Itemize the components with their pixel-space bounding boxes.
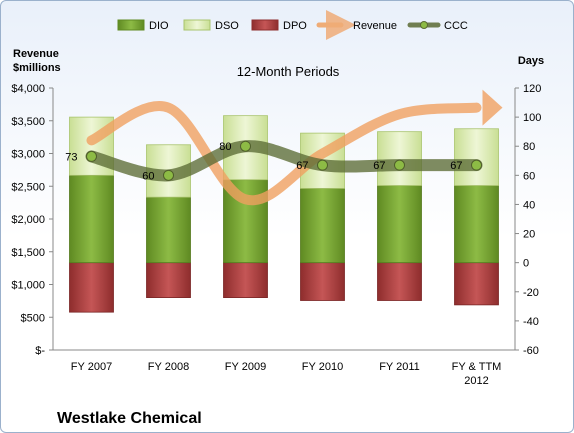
legend-swatch-dio xyxy=(117,19,145,31)
ccc-point xyxy=(86,150,97,162)
right-tick-label: 80 xyxy=(523,141,535,153)
right-tick-label: 0 xyxy=(523,258,529,270)
ccc-data-label: 67 xyxy=(296,160,308,172)
bar-dso xyxy=(377,131,422,186)
left-tick-label: $500 xyxy=(21,312,45,324)
bar-layer xyxy=(69,115,499,313)
bar-dio xyxy=(300,188,345,264)
category-label: FY 2010 xyxy=(302,361,343,373)
bar-dio xyxy=(454,185,499,264)
category-label: FY & TTM 2012 xyxy=(452,361,502,387)
category-labels: FY 2007 FY 2008 FY 2009 FY 2010 FY 2011 FY & … xyxy=(71,361,502,387)
legend-label-revenue: Revenue xyxy=(353,20,397,32)
line-layer: 73 60 80 67 67 67 xyxy=(65,89,503,206)
left-tick-label: $2,000 xyxy=(11,214,45,226)
left-tick-label: $3,500 xyxy=(11,116,45,128)
ccc-point xyxy=(317,159,328,171)
right-tick-label: 40 xyxy=(523,199,535,211)
ccc-data-label: 67 xyxy=(373,160,385,172)
ccc-data-label: 60 xyxy=(142,170,154,182)
category-label: FY 2011 xyxy=(379,361,420,373)
revenue-arrowhead xyxy=(482,89,503,126)
legend-label-dso: DSO xyxy=(215,20,239,32)
ccc-point xyxy=(163,169,174,181)
left-tick-label: $1,500 xyxy=(11,247,45,259)
legend: DIO DSO DPO Revenue CCC xyxy=(117,10,468,40)
legend-label-ccc: CCC xyxy=(444,20,468,32)
left-tick-label: $- xyxy=(35,345,45,357)
legend-marker-ccc xyxy=(420,21,428,29)
right-tick-label: 120 xyxy=(523,83,541,95)
legend-label-dpo: DPO xyxy=(283,20,307,32)
bar-dio xyxy=(69,174,114,264)
bar-dso xyxy=(454,128,499,186)
right-tick-label: -60 xyxy=(523,345,539,357)
left-tick-label: $3,000 xyxy=(11,149,45,161)
right-axis-title: Days xyxy=(518,55,544,67)
ccc-data-label: 67 xyxy=(450,160,462,172)
category-label: FY 2009 xyxy=(225,361,266,373)
ccc-point xyxy=(471,159,482,171)
bar-dio xyxy=(146,196,191,264)
right-tick-label: -20 xyxy=(523,287,539,299)
category-label: FY 2007 xyxy=(71,361,112,373)
bar-dpo xyxy=(69,262,114,313)
bar-dpo xyxy=(300,262,345,301)
right-tick-label: 60 xyxy=(523,170,535,182)
ccc-point xyxy=(394,159,405,171)
left-tick-label: $4,000 xyxy=(11,83,45,95)
right-tick-label: -40 xyxy=(523,316,539,328)
right-tick-label: 20 xyxy=(523,229,535,241)
bar-dpo xyxy=(377,262,422,301)
left-tick-labels: $- $500 $1,000 $1,500 $2,000 $2,500 $3,000 $3,5… xyxy=(11,83,53,357)
bar-dio xyxy=(377,185,422,264)
bar-dpo xyxy=(146,262,191,298)
bar-dpo xyxy=(223,262,268,298)
left-tick-label: $2,500 xyxy=(11,181,45,193)
ccc-point xyxy=(240,140,251,152)
ccc-data-label: 80 xyxy=(219,141,231,153)
right-tick-labels: -60 -40 -20 0 20 40 60 80 100 120 xyxy=(515,83,541,357)
category-label: FY 2008 xyxy=(148,361,189,373)
ccc-data-label: 73 xyxy=(65,151,77,163)
legend-label-dio: DIO xyxy=(149,20,169,32)
chart-title: 12-Month Periods xyxy=(237,64,340,79)
right-tick-label: 100 xyxy=(523,112,541,124)
legend-swatch-dso xyxy=(183,19,211,31)
left-axis-title-line2: $millions xyxy=(13,62,61,74)
revenue-line xyxy=(86,101,482,206)
company-name: Westlake Chemical xyxy=(57,410,202,427)
legend-swatch-dpo xyxy=(251,19,279,31)
left-tick-label: $1,000 xyxy=(11,280,45,292)
left-axis-title-line1: Revenue xyxy=(13,48,59,60)
bar-dpo xyxy=(454,262,499,306)
